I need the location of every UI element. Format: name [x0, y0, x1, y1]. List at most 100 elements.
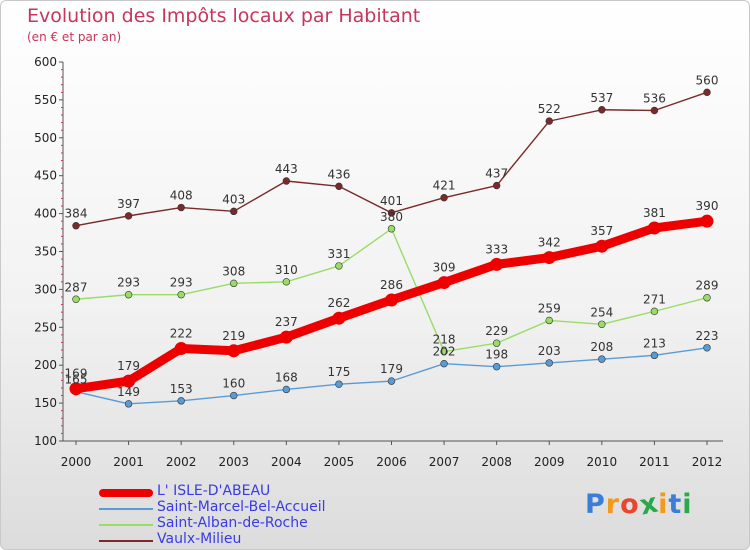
- chart-title: Evolution des Impôts locaux par Habitant: [27, 5, 421, 27]
- data-label: 259: [538, 301, 561, 315]
- y-tick-label: 450: [34, 169, 57, 183]
- data-label: 289: [696, 279, 719, 293]
- data-point: [72, 222, 80, 230]
- data-label: 219: [222, 329, 245, 343]
- data-point: [230, 279, 238, 288]
- data-point: [174, 342, 188, 356]
- data-label: 175: [327, 365, 350, 379]
- data-label: 218: [433, 333, 456, 347]
- data-point: [387, 377, 396, 385]
- data-label: 179: [380, 362, 403, 376]
- data-point: [230, 391, 238, 400]
- data-point: [545, 316, 553, 325]
- y-tick-label: 500: [34, 131, 57, 145]
- data-point: [124, 212, 133, 220]
- data-point: [72, 295, 80, 303]
- data-point: [335, 380, 343, 388]
- data-point: [387, 225, 396, 233]
- x-tick-label: 2007: [429, 455, 460, 469]
- data-label: 357: [590, 224, 613, 238]
- tick-labels: 100 150 200 250 300 350 400 450 500 550 600 2000 200…: [34, 55, 722, 469]
- data-label: 408: [170, 189, 193, 203]
- data-label: 437: [485, 167, 508, 181]
- data-label: 223: [696, 329, 719, 343]
- data-label: 560: [696, 73, 719, 87]
- legend-swatch: [99, 540, 153, 542]
- data-point: [440, 347, 448, 356]
- data-point: [703, 88, 711, 97]
- data-label: 380: [380, 210, 403, 224]
- y-tick-label: 150: [34, 396, 57, 410]
- data-label: 381: [643, 206, 666, 220]
- x-tick-label: 2003: [218, 455, 249, 469]
- data-point: [227, 344, 241, 358]
- x-tick-label: 2008: [481, 455, 512, 469]
- y-tick-label: 400: [34, 207, 57, 221]
- data-label: 168: [275, 370, 298, 384]
- legend-swatch: [99, 508, 153, 510]
- data-point: [385, 293, 398, 307]
- data-label: 390: [696, 199, 719, 213]
- data-point: [230, 207, 238, 216]
- data-point: [650, 106, 659, 115]
- data-point: [437, 276, 451, 290]
- data-label: 436: [327, 167, 350, 181]
- data-label: 333: [485, 242, 508, 256]
- data-label: 536: [643, 92, 666, 106]
- data-point: [647, 221, 661, 235]
- data-point: [545, 117, 553, 125]
- chart-subtitle: (en € et par an): [27, 30, 122, 44]
- data-point: [282, 385, 291, 394]
- data-point: [700, 214, 714, 228]
- data-point: [545, 359, 553, 367]
- data-point: [703, 344, 711, 352]
- data-point: [177, 291, 185, 299]
- legend-label: Vaulx-Milieu: [157, 531, 242, 547]
- logo-letter: o: [620, 489, 640, 520]
- data-point: [492, 339, 501, 347]
- data-label: 165: [65, 373, 88, 387]
- data-label: 160: [222, 377, 245, 391]
- legend-label: Saint-Alban-de-Roche: [157, 515, 308, 531]
- legend-label: L' ISLE-D'ABEAU: [157, 483, 271, 499]
- data-label: 401: [380, 194, 403, 208]
- data-label: 342: [538, 236, 561, 250]
- y-tick-label: 100: [34, 434, 57, 448]
- data-label: 222: [170, 327, 193, 341]
- data-label: 443: [275, 162, 298, 176]
- logo-letter: t: [668, 489, 683, 520]
- logo-letter: i: [682, 489, 693, 520]
- legend-swatch: [99, 489, 153, 497]
- logo-letter: i: [658, 489, 669, 520]
- y-tick-label: 550: [34, 93, 57, 107]
- data-point: [542, 251, 556, 265]
- data-point: [490, 257, 504, 271]
- x-tick-label: 2000: [61, 455, 92, 469]
- data-point: [282, 278, 291, 286]
- data-point: [492, 181, 501, 190]
- data-label: 331: [327, 247, 350, 261]
- data-point: [124, 400, 133, 408]
- data-label: 310: [275, 263, 298, 277]
- y-tick-label: 300: [34, 282, 57, 296]
- data-label: 229: [485, 324, 508, 338]
- proxiti-logo: Proxiti: [585, 487, 693, 521]
- data-point: [598, 106, 606, 114]
- x-tick-label: 2002: [166, 455, 197, 469]
- legend-swatch: [99, 524, 153, 526]
- data-label: 169: [65, 367, 88, 381]
- data-point: [177, 397, 185, 405]
- data-label: 287: [65, 280, 88, 294]
- data-label: 403: [222, 192, 245, 206]
- data-point: [335, 182, 343, 191]
- data-point: [703, 294, 711, 302]
- data-label: 293: [117, 276, 140, 290]
- data-label: 293: [170, 276, 193, 290]
- data-label: 202: [433, 345, 456, 359]
- data-label: 271: [643, 292, 666, 306]
- data-label: 208: [590, 340, 613, 354]
- x-tick-label: 2010: [587, 455, 618, 469]
- data-label: 397: [117, 197, 140, 211]
- axes: [59, 61, 723, 445]
